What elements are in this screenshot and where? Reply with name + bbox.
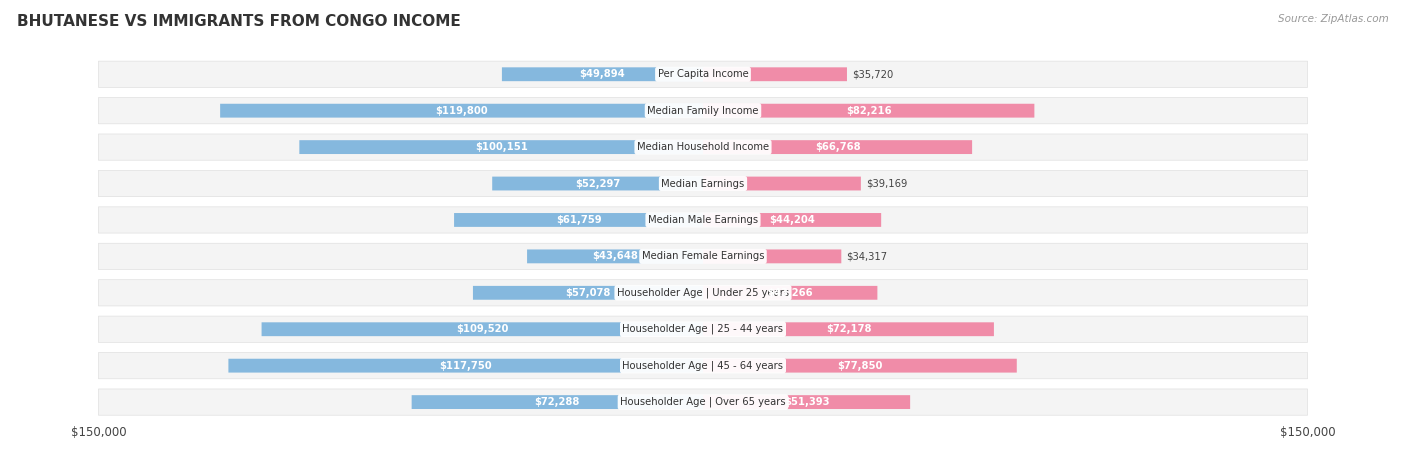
Text: BHUTANESE VS IMMIGRANTS FROM CONGO INCOME: BHUTANESE VS IMMIGRANTS FROM CONGO INCOM… [17,14,461,29]
FancyBboxPatch shape [703,67,846,81]
FancyBboxPatch shape [703,286,877,300]
FancyBboxPatch shape [98,280,1308,306]
FancyBboxPatch shape [703,395,910,409]
Text: Median Household Income: Median Household Income [637,142,769,152]
Text: $82,216: $82,216 [846,106,891,116]
Text: $119,800: $119,800 [436,106,488,116]
FancyBboxPatch shape [703,104,1035,118]
Text: Householder Age | 25 - 44 years: Householder Age | 25 - 44 years [623,324,783,334]
FancyBboxPatch shape [98,207,1308,233]
Text: $100,151: $100,151 [475,142,527,152]
Text: Median Family Income: Median Family Income [647,106,759,116]
Text: $43,266: $43,266 [768,288,813,298]
Text: $57,078: $57,078 [565,288,610,298]
Text: $43,648: $43,648 [592,251,638,262]
Text: $72,288: $72,288 [534,397,581,407]
FancyBboxPatch shape [98,353,1308,379]
Text: $49,894: $49,894 [579,69,626,79]
FancyBboxPatch shape [703,249,841,263]
Text: $66,768: $66,768 [814,142,860,152]
Text: Source: ZipAtlas.com: Source: ZipAtlas.com [1278,14,1389,24]
Text: Householder Age | Under 25 years: Householder Age | Under 25 years [617,288,789,298]
Text: $35,720: $35,720 [852,69,893,79]
FancyBboxPatch shape [221,104,703,118]
FancyBboxPatch shape [98,243,1308,269]
FancyBboxPatch shape [703,213,882,227]
Text: $39,169: $39,169 [866,178,907,189]
FancyBboxPatch shape [492,177,703,191]
Text: $51,393: $51,393 [783,397,830,407]
Text: Median Earnings: Median Earnings [661,178,745,189]
FancyBboxPatch shape [228,359,703,373]
Text: Householder Age | Over 65 years: Householder Age | Over 65 years [620,397,786,407]
FancyBboxPatch shape [703,322,994,336]
FancyBboxPatch shape [412,395,703,409]
FancyBboxPatch shape [98,134,1308,160]
FancyBboxPatch shape [98,316,1308,342]
FancyBboxPatch shape [703,359,1017,373]
Text: Householder Age | 45 - 64 years: Householder Age | 45 - 64 years [623,361,783,371]
FancyBboxPatch shape [703,177,860,191]
Text: Median Female Earnings: Median Female Earnings [641,251,765,262]
Text: $72,178: $72,178 [825,324,872,334]
FancyBboxPatch shape [98,61,1308,87]
Text: $117,750: $117,750 [440,361,492,371]
FancyBboxPatch shape [502,67,703,81]
Text: $109,520: $109,520 [456,324,509,334]
Text: Median Male Earnings: Median Male Earnings [648,215,758,225]
Text: $44,204: $44,204 [769,215,815,225]
Text: $34,317: $34,317 [846,251,887,262]
Text: Per Capita Income: Per Capita Income [658,69,748,79]
Text: $77,850: $77,850 [837,361,883,371]
FancyBboxPatch shape [454,213,703,227]
FancyBboxPatch shape [472,286,703,300]
Text: $61,759: $61,759 [555,215,602,225]
FancyBboxPatch shape [98,389,1308,415]
FancyBboxPatch shape [98,98,1308,124]
FancyBboxPatch shape [703,140,972,154]
FancyBboxPatch shape [262,322,703,336]
FancyBboxPatch shape [299,140,703,154]
FancyBboxPatch shape [98,170,1308,197]
Text: $52,297: $52,297 [575,178,620,189]
FancyBboxPatch shape [527,249,703,263]
